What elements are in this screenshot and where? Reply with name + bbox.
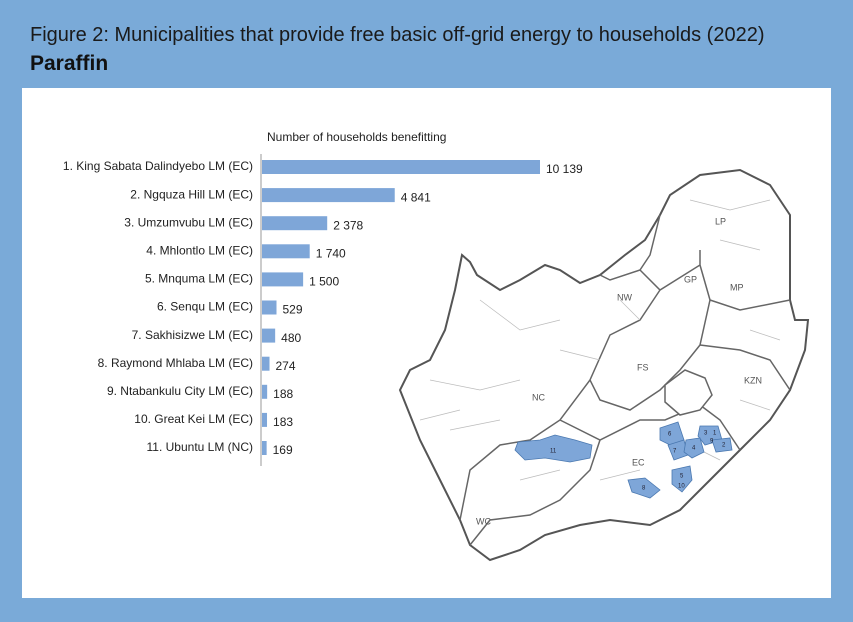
region-label: 4 xyxy=(692,446,696,452)
value-label: 169 xyxy=(273,443,293,457)
value-label: 274 xyxy=(276,359,296,373)
chart: Number of households benefitting LP GP M… xyxy=(22,88,831,598)
value-label: 529 xyxy=(283,303,303,317)
bar xyxy=(262,272,304,287)
region-label: 5 xyxy=(680,474,684,480)
category-label: 8. Raymond Mhlaba LM (EC) xyxy=(98,356,253,370)
province-label: MP xyxy=(730,282,744,292)
highlighted-municipalities xyxy=(514,421,733,499)
category-label: 11. Ubuntu LM (NC) xyxy=(147,440,253,454)
bar xyxy=(262,441,267,455)
map: LP GP MP NW FS KZN NC EC WC 1 2 3 4 5 6 … xyxy=(398,168,810,562)
bar xyxy=(262,328,276,343)
bar xyxy=(262,384,268,399)
region-label: 1 xyxy=(713,431,717,437)
category-label: 5. Mnquma LM (EC) xyxy=(145,272,253,286)
province-label: GP xyxy=(684,274,697,284)
province-label: NW xyxy=(617,292,632,302)
value-label: 4 841 xyxy=(401,190,431,204)
category-label: 2. Ngquza Hill LM (EC) xyxy=(130,187,253,201)
province-label: WC xyxy=(476,516,491,526)
region-label: 10 xyxy=(678,484,685,490)
category-label: 3. Umzumvubu LM (EC) xyxy=(124,215,253,229)
category-label: 6. Senqu LM (EC) xyxy=(157,300,253,314)
region-label: 9 xyxy=(710,439,714,445)
value-label: 1 740 xyxy=(316,246,346,260)
region-label: 2 xyxy=(722,443,726,449)
bar xyxy=(262,412,268,427)
value-label: 480 xyxy=(281,331,301,345)
province-label: EC xyxy=(632,457,645,467)
value-label: 10 139 xyxy=(546,162,583,176)
region-label: 3 xyxy=(704,431,708,437)
region-label: 6 xyxy=(668,432,672,438)
axis-label: Number of households benefitting xyxy=(267,130,446,144)
value-label: 188 xyxy=(273,387,293,401)
province-label: FS xyxy=(637,362,649,372)
bar xyxy=(262,188,395,203)
category-label: 10. Great Kei LM (EC) xyxy=(134,412,253,426)
category-label: 7. Sakhisizwe LM (EC) xyxy=(132,328,253,342)
bar xyxy=(262,300,277,315)
bar xyxy=(262,160,540,174)
category-label: 1. King Sabata Dalindyebo LM (EC) xyxy=(63,159,253,173)
value-label: 2 378 xyxy=(333,218,363,232)
province-label: KZN xyxy=(744,375,762,385)
region-label: 11 xyxy=(550,449,557,455)
value-label: 183 xyxy=(273,415,293,429)
bar xyxy=(262,244,310,259)
country-outline xyxy=(398,168,810,562)
region-label: 8 xyxy=(642,486,646,492)
province-label: LP xyxy=(715,216,726,226)
lesotho xyxy=(664,369,713,416)
region-label: 7 xyxy=(673,449,677,455)
category-label: 4. Mhlontlo LM (EC) xyxy=(146,243,253,257)
category-label: 9. Ntabankulu City LM (EC) xyxy=(107,384,253,398)
chart-title: Figure 2: Municipalities that provide fr… xyxy=(30,24,765,46)
chart-subtitle: Paraffin xyxy=(30,52,109,75)
bar xyxy=(262,356,270,371)
bar xyxy=(262,216,328,231)
value-label: 1 500 xyxy=(309,275,339,289)
province-label: NC xyxy=(532,392,545,402)
province-borders xyxy=(459,214,791,546)
